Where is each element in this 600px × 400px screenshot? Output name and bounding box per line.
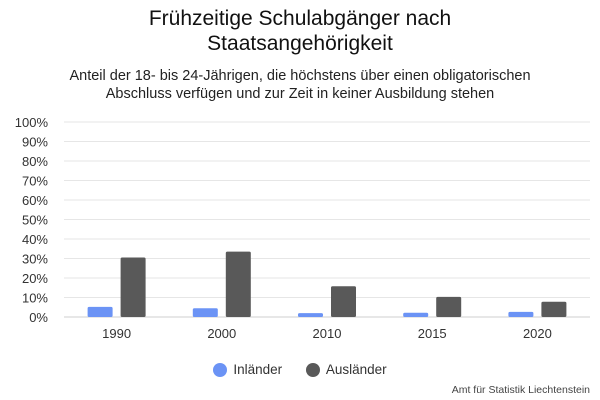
y-tick-label: 0% (29, 310, 48, 325)
x-tick-label: 1990 (102, 326, 131, 341)
bar-inlaender (403, 312, 429, 317)
bar-inlaender (87, 306, 113, 317)
legend-label-inlaender: Inländer (233, 362, 283, 377)
legend-label-auslaender: Ausländer (325, 362, 387, 377)
x-tick-label: 2020 (523, 326, 552, 341)
y-tick-label: 70% (22, 174, 48, 189)
chart-title: Frühzeitige Schulabgänger nach Staatsang… (0, 6, 600, 56)
source-credit: Amt für Statistik Liechtenstein (451, 384, 590, 396)
x-tick-label: 2010 (313, 326, 342, 341)
y-tick-label: 90% (22, 135, 48, 150)
chart-title-line-1: Frühzeitige Schulabgänger nach (148, 7, 452, 30)
y-tick-label: 40% (22, 232, 48, 247)
y-tick-label: 10% (22, 291, 48, 306)
chart-subtitle: Anteil der 18- bis 24-Jährigen, die höch… (0, 67, 600, 103)
bar-inlaender (192, 308, 218, 317)
y-tick-label: 20% (22, 271, 48, 286)
y-tick-label: 60% (22, 193, 48, 208)
bar-auslaender (225, 251, 251, 317)
legend-swatch-inlaender (213, 362, 228, 377)
x-tick-label: 2000 (207, 326, 236, 341)
bar-auslaender (331, 286, 356, 317)
chart-subtitle-line-1: Anteil der 18- bis 24-Jährigen, die höch… (69, 68, 531, 84)
x-tick-label: 2015 (418, 326, 447, 341)
bar-inlaender (298, 313, 323, 317)
bar-inlaender (508, 311, 534, 317)
bar-auslaender (436, 296, 462, 317)
chart-title-line-2: Staatsangehörigkeit (207, 32, 393, 55)
y-tick-label: 80% (22, 154, 48, 169)
bar-auslaender (541, 301, 567, 317)
legend-item-auslaender[interactable]: Ausländer (305, 362, 387, 377)
y-tick-label: 30% (22, 252, 48, 267)
legend: Inländer Ausländer (0, 362, 600, 380)
chart-subtitle-line-2: Abschluss verfügen und zur Zeit in keine… (105, 86, 495, 102)
y-tick-label: 100% (15, 115, 49, 130)
legend-swatch-auslaender (305, 362, 320, 377)
legend-item-inlaender[interactable]: Inländer (213, 362, 282, 377)
y-tick-label: 50% (22, 213, 48, 228)
bar-auslaender (120, 257, 146, 317)
